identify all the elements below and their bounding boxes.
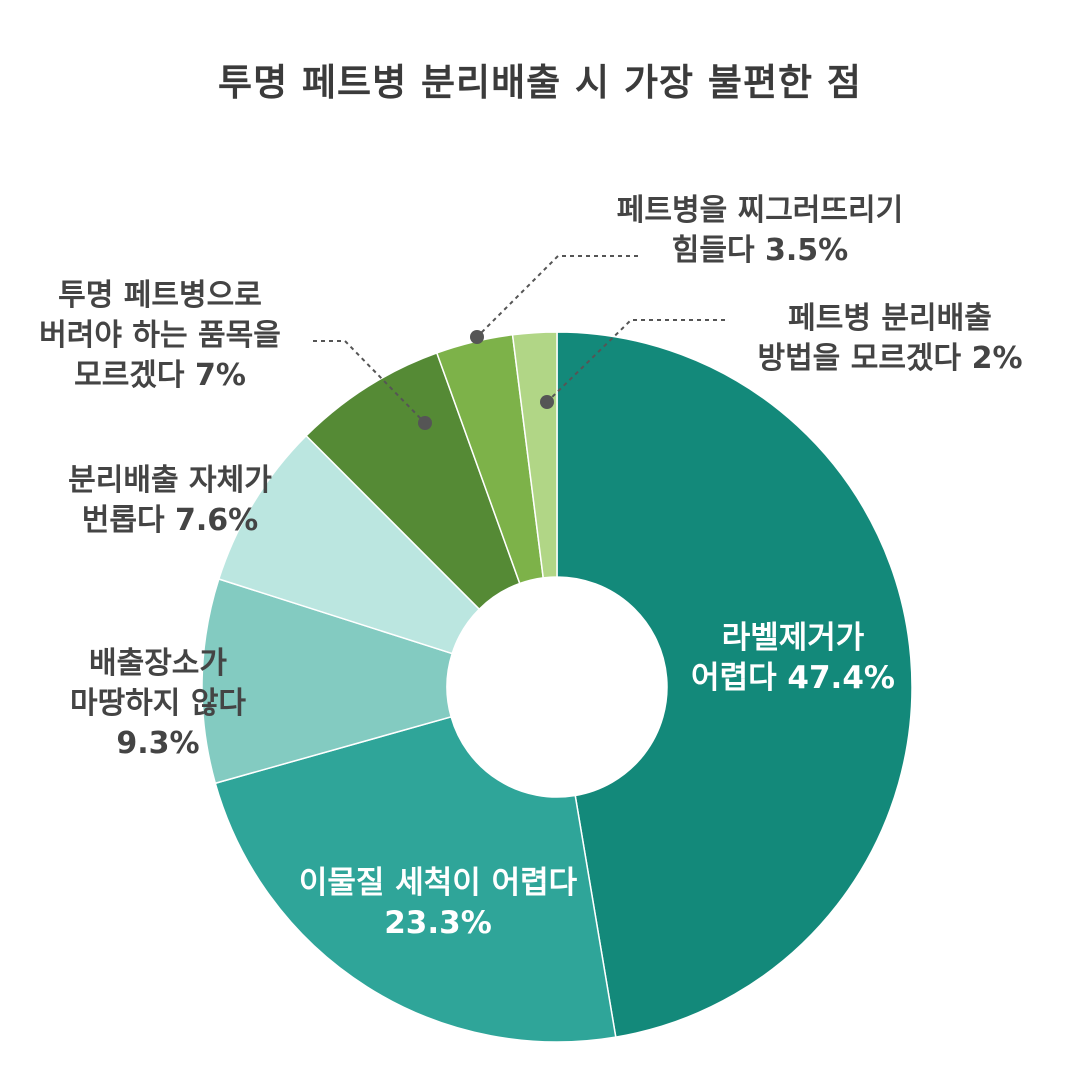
slice-6-leader-line — [476, 255, 638, 338]
slice-4-label-line: 분리배출 자체가 — [68, 463, 272, 498]
slice-7-label-line: 페트병 분리배출 — [788, 301, 992, 336]
slice-3-wedge — [201, 578, 454, 785]
slice-1-label-line: 라벨제거가 — [722, 620, 865, 656]
slice-5-label-line: 투명 페트병으로 — [58, 278, 262, 313]
slice-6-label-line: 힘들다 3.5% — [672, 233, 848, 268]
slice-3-label-line: 마땅하지 않다 — [70, 686, 246, 721]
slice-7-wedge — [511, 331, 558, 579]
chart-title: 투명 페트병 분리배출 시 가장 불편한 점 — [218, 61, 862, 104]
slice-7-label-line: 방법을 모르겠다 2% — [757, 341, 1022, 376]
slice-2-label-line: 23.3% — [384, 905, 492, 941]
slice-5-label-line: 버려야 하는 품목을 — [39, 318, 281, 353]
slice-1-wedge — [556, 331, 913, 1038]
slice-1-label-line: 어렵다 47.4% — [691, 660, 895, 696]
slice-2-wedge — [214, 715, 617, 1043]
slice-5-label-line: 모르겠다 7% — [74, 358, 246, 393]
slice-5-leader-dot — [418, 416, 432, 430]
slice-6-leader-dot — [470, 330, 484, 344]
slice-3-label-line: 배출장소가 — [89, 646, 227, 681]
slice-4-label-line: 번롭다 7.6% — [82, 503, 258, 538]
slice-3-label-line: 9.3% — [116, 726, 199, 761]
slice-5-leader-line — [313, 340, 426, 424]
slice-7-leader-dot — [540, 395, 554, 409]
slice-2-label-line: 이물질 세척이 어렵다 — [299, 865, 578, 901]
slice-6-label-line: 페트병을 찌그러뜨리기 — [617, 193, 903, 228]
